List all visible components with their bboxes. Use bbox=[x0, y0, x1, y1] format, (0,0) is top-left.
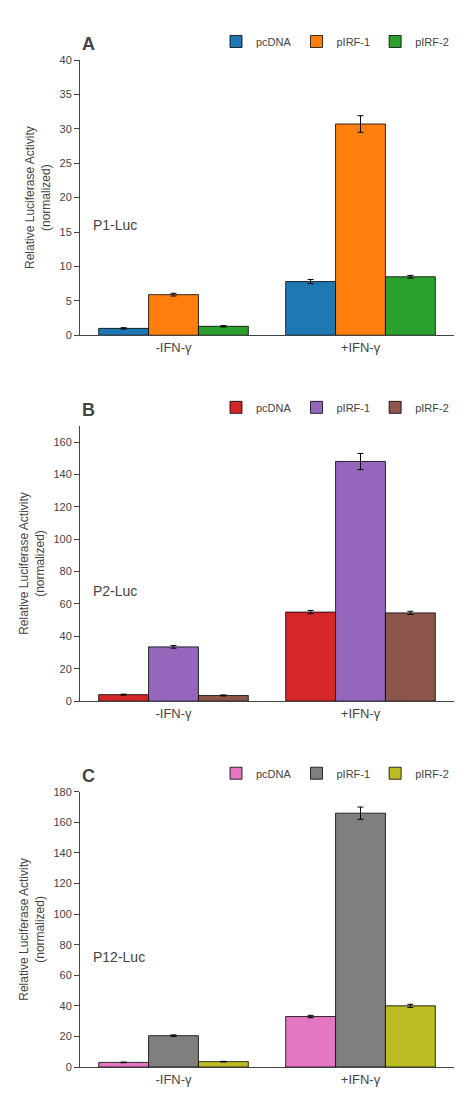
svg-text:pIRF-1: pIRF-1 bbox=[337, 36, 371, 48]
svg-text:0: 0 bbox=[66, 695, 72, 707]
svg-text:140: 140 bbox=[53, 468, 71, 480]
svg-text:40: 40 bbox=[60, 54, 72, 66]
svg-text:20: 20 bbox=[60, 1030, 72, 1042]
svg-text:80: 80 bbox=[60, 565, 72, 577]
svg-text:60: 60 bbox=[60, 969, 72, 981]
svg-text:pcDNA: pcDNA bbox=[256, 36, 292, 48]
svg-text:160: 160 bbox=[53, 816, 71, 828]
svg-text:Relative Luciferase Activity(n: Relative Luciferase Activity(normalized) bbox=[17, 858, 47, 1001]
svg-text:A: A bbox=[82, 34, 95, 54]
svg-text:120: 120 bbox=[53, 877, 71, 889]
svg-text:P1-Luc: P1-Luc bbox=[93, 217, 137, 233]
svg-text:25: 25 bbox=[60, 157, 72, 169]
svg-text:100: 100 bbox=[53, 533, 71, 545]
svg-text:0: 0 bbox=[66, 1061, 72, 1073]
svg-text:C: C bbox=[82, 766, 95, 786]
svg-text:P2-Luc: P2-Luc bbox=[93, 583, 137, 599]
svg-text:B: B bbox=[82, 400, 95, 420]
svg-text:120: 120 bbox=[53, 501, 71, 513]
svg-text:40: 40 bbox=[60, 1000, 72, 1012]
svg-text:Relative Luciferase Activity(n: Relative Luciferase Activity(normalized) bbox=[17, 492, 47, 635]
svg-text:pIRF-1: pIRF-1 bbox=[337, 768, 371, 780]
svg-text:30: 30 bbox=[60, 123, 72, 135]
svg-text:180: 180 bbox=[53, 786, 71, 798]
svg-text:pIRF-2: pIRF-2 bbox=[415, 402, 449, 414]
svg-text:-IFN-γ: -IFN-γ bbox=[155, 340, 192, 355]
svg-text:10: 10 bbox=[60, 260, 72, 272]
svg-text:20: 20 bbox=[60, 191, 72, 203]
svg-text:35: 35 bbox=[60, 88, 72, 100]
svg-text:-IFN-γ: -IFN-γ bbox=[155, 706, 192, 721]
svg-text:+IFN-γ: +IFN-γ bbox=[341, 340, 381, 355]
svg-text:pcDNA: pcDNA bbox=[256, 402, 292, 414]
svg-text:40: 40 bbox=[60, 630, 72, 642]
svg-text:+IFN-γ: +IFN-γ bbox=[341, 1072, 381, 1087]
svg-text:pcDNA: pcDNA bbox=[256, 768, 292, 780]
svg-text:-IFN-γ: -IFN-γ bbox=[155, 1072, 192, 1087]
svg-text:140: 140 bbox=[53, 847, 71, 859]
svg-text:0: 0 bbox=[66, 329, 72, 341]
svg-text:15: 15 bbox=[60, 226, 72, 238]
svg-text:20: 20 bbox=[60, 663, 72, 675]
svg-text:160: 160 bbox=[53, 436, 71, 448]
svg-text:pIRF-1: pIRF-1 bbox=[337, 402, 371, 414]
svg-text:5: 5 bbox=[66, 295, 72, 307]
svg-text:+IFN-γ: +IFN-γ bbox=[341, 706, 381, 721]
svg-text:P12-Luc: P12-Luc bbox=[93, 949, 145, 965]
svg-text:pIRF-2: pIRF-2 bbox=[415, 768, 449, 780]
svg-text:60: 60 bbox=[60, 598, 72, 610]
svg-text:Relative Luciferase Activity(n: Relative Luciferase Activity(normalized) bbox=[23, 126, 53, 269]
svg-text:100: 100 bbox=[53, 908, 71, 920]
svg-text:80: 80 bbox=[60, 939, 72, 951]
svg-text:pIRF-2: pIRF-2 bbox=[415, 36, 449, 48]
